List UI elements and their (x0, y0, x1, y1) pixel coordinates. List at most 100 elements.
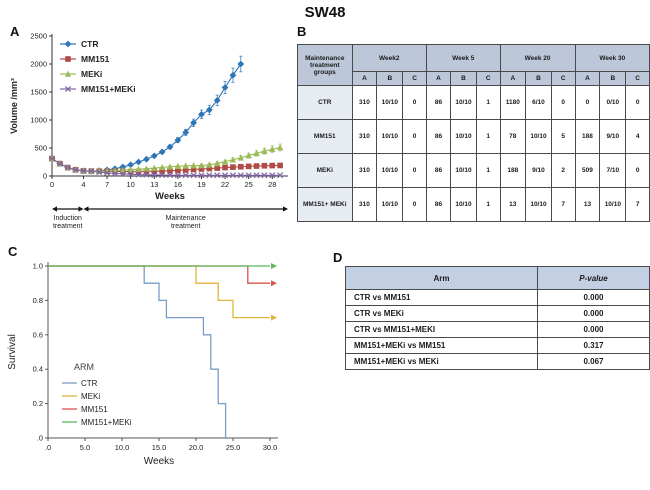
table-row: MM151+MEKi vs MM151 0.317 (345, 337, 650, 354)
value-cell: 10/10 (450, 187, 477, 222)
figure-title: SW48 (304, 4, 346, 21)
value-cell: 2 (550, 153, 576, 188)
axes: 0 500 1000 1500 2000 2500 0 4 7 10 13 16 19 22 25 28 Wee… (9, 32, 288, 202)
svg-text:Induction: Induction (54, 215, 83, 222)
week-header: Week 20 (499, 44, 576, 72)
panel-b-label: B (297, 24, 307, 39)
svg-text:MM151+MEKi: MM151+MEKi (81, 84, 136, 94)
col-header: Arm (345, 266, 538, 290)
value-cell: 188 (499, 153, 527, 188)
svg-text:ARM: ARM (74, 362, 94, 372)
svg-text:2500: 2500 (30, 32, 47, 41)
value-cell: 7 (550, 187, 576, 222)
week-header: Week2 (351, 44, 427, 72)
value-cell: 1 (475, 153, 501, 188)
value-cell: 0/10 (599, 85, 627, 120)
svg-text:Weeks: Weeks (155, 191, 185, 202)
value-cell: 7 (625, 187, 650, 222)
sub-header: C (625, 71, 650, 86)
value-cell: 0 (625, 153, 650, 188)
table-row: CTR vs MM151+MEKI 0.000 (345, 321, 650, 338)
value-cell: 10/10 (376, 153, 404, 188)
svg-text:19: 19 (197, 180, 205, 189)
axes: .0 0.2 0.4 0.6 0.8 1.0 .0 5.0 10.0 15.0 20.0 25.0 30… (7, 262, 278, 467)
week-header: Week 5 (425, 44, 501, 72)
value-cell: 86 (425, 85, 452, 120)
sub-header: B (599, 71, 627, 86)
value-cell: 13 (574, 187, 601, 222)
value-cell: 1180 (499, 85, 527, 120)
series-MM151+MEKi (48, 155, 284, 179)
svg-text:10.0: 10.0 (115, 443, 130, 452)
panel-c-label: C (8, 244, 18, 259)
week-header: Week 30 (574, 44, 650, 72)
value-cell: 86 (425, 119, 452, 154)
svg-text:20.0: 20.0 (189, 443, 204, 452)
table-row: MM151 310 10/10 0 86 10/10 1 78 10/10 5 188 9/10 4 (297, 119, 650, 154)
pvalue-cell: 0.000 (537, 305, 650, 322)
svg-text:22: 22 (221, 180, 229, 189)
pvalue-cell: 0.067 (537, 353, 650, 370)
svg-text:Maintenance: Maintenance (166, 215, 206, 222)
col-header: P-value (537, 266, 650, 290)
svg-text:15.0: 15.0 (152, 443, 167, 452)
legend: CTR MM151 MEKi MM151+MEKi (60, 39, 136, 94)
panel-a-label: A (10, 24, 20, 39)
value-cell: 7/10 (599, 153, 627, 188)
svg-text:treatment: treatment (53, 223, 83, 230)
value-cell: 13 (499, 187, 527, 222)
pvalue-cell: 0.000 (537, 321, 650, 338)
sub-header: A (574, 71, 601, 86)
svg-text:0.2: 0.2 (33, 399, 43, 408)
svg-text:MEKi: MEKi (81, 392, 100, 401)
arm-cell: CTR vs MM151 (345, 289, 538, 306)
svg-text:500: 500 (34, 144, 47, 153)
svg-text:CTR: CTR (81, 39, 98, 49)
value-cell: 0 (625, 85, 650, 120)
arm-cell: MM151+MEKi vs MEKi (345, 353, 538, 370)
svg-text:0.6: 0.6 (33, 330, 43, 339)
value-cell: 310 (351, 153, 378, 188)
table-row: MM151+MEKi vs MEKi 0.067 (345, 353, 650, 370)
arm-cell: CTR vs MM151+MEKI (345, 321, 538, 338)
value-cell: 4 (625, 119, 650, 154)
svg-text:5.0: 5.0 (80, 443, 90, 452)
svg-text:.0: .0 (37, 434, 43, 443)
svg-text:0: 0 (43, 172, 47, 181)
svg-text:Survival: Survival (7, 334, 18, 370)
table-row: MEKi 310 10/10 0 86 10/10 1 188 9/10 2 509 7/10 0 (297, 153, 650, 188)
pvalue-cell: 0.000 (537, 289, 650, 306)
value-cell: 1 (475, 187, 501, 222)
sub-header: C (475, 71, 501, 86)
value-cell: 10/10 (525, 119, 552, 154)
sub-header: A (351, 71, 378, 86)
svg-text:MEKi: MEKi (81, 69, 102, 79)
pvalue-table: Arm P-value CTR vs MM151 0.000 CTR vs MEKi 0.… (345, 266, 650, 370)
km-series-MM151+MEKi (48, 263, 277, 269)
svg-text:25.0: 25.0 (226, 443, 241, 452)
value-cell: 0 (402, 85, 427, 120)
svg-text:0.8: 0.8 (33, 296, 43, 305)
svg-text:1.0: 1.0 (33, 262, 43, 271)
tumor-volume-chart: 0 500 1000 1500 2000 2500 0 4 7 10 13 16 19 22 25 28 Wee… (9, 32, 288, 230)
row-header: MM151 (297, 119, 353, 154)
value-cell: 10/10 (599, 187, 627, 222)
svg-text:0: 0 (50, 180, 54, 189)
svg-text:.0: .0 (45, 443, 51, 452)
svg-text:CTR: CTR (81, 379, 98, 388)
value-cell: 10/10 (450, 153, 477, 188)
km-series-MEKi (48, 265, 277, 321)
value-cell: 86 (425, 153, 452, 188)
value-cell: 310 (351, 85, 378, 120)
value-cell: 1 (475, 119, 501, 154)
value-cell: 10/10 (525, 187, 552, 222)
value-cell: 10/10 (376, 85, 404, 120)
value-cell: 10/10 (376, 119, 404, 154)
svg-text:Volume /mm³: Volume /mm³ (9, 78, 19, 134)
value-cell: 9/10 (525, 153, 552, 188)
sub-header: C (402, 71, 427, 86)
sub-header: C (550, 71, 576, 86)
